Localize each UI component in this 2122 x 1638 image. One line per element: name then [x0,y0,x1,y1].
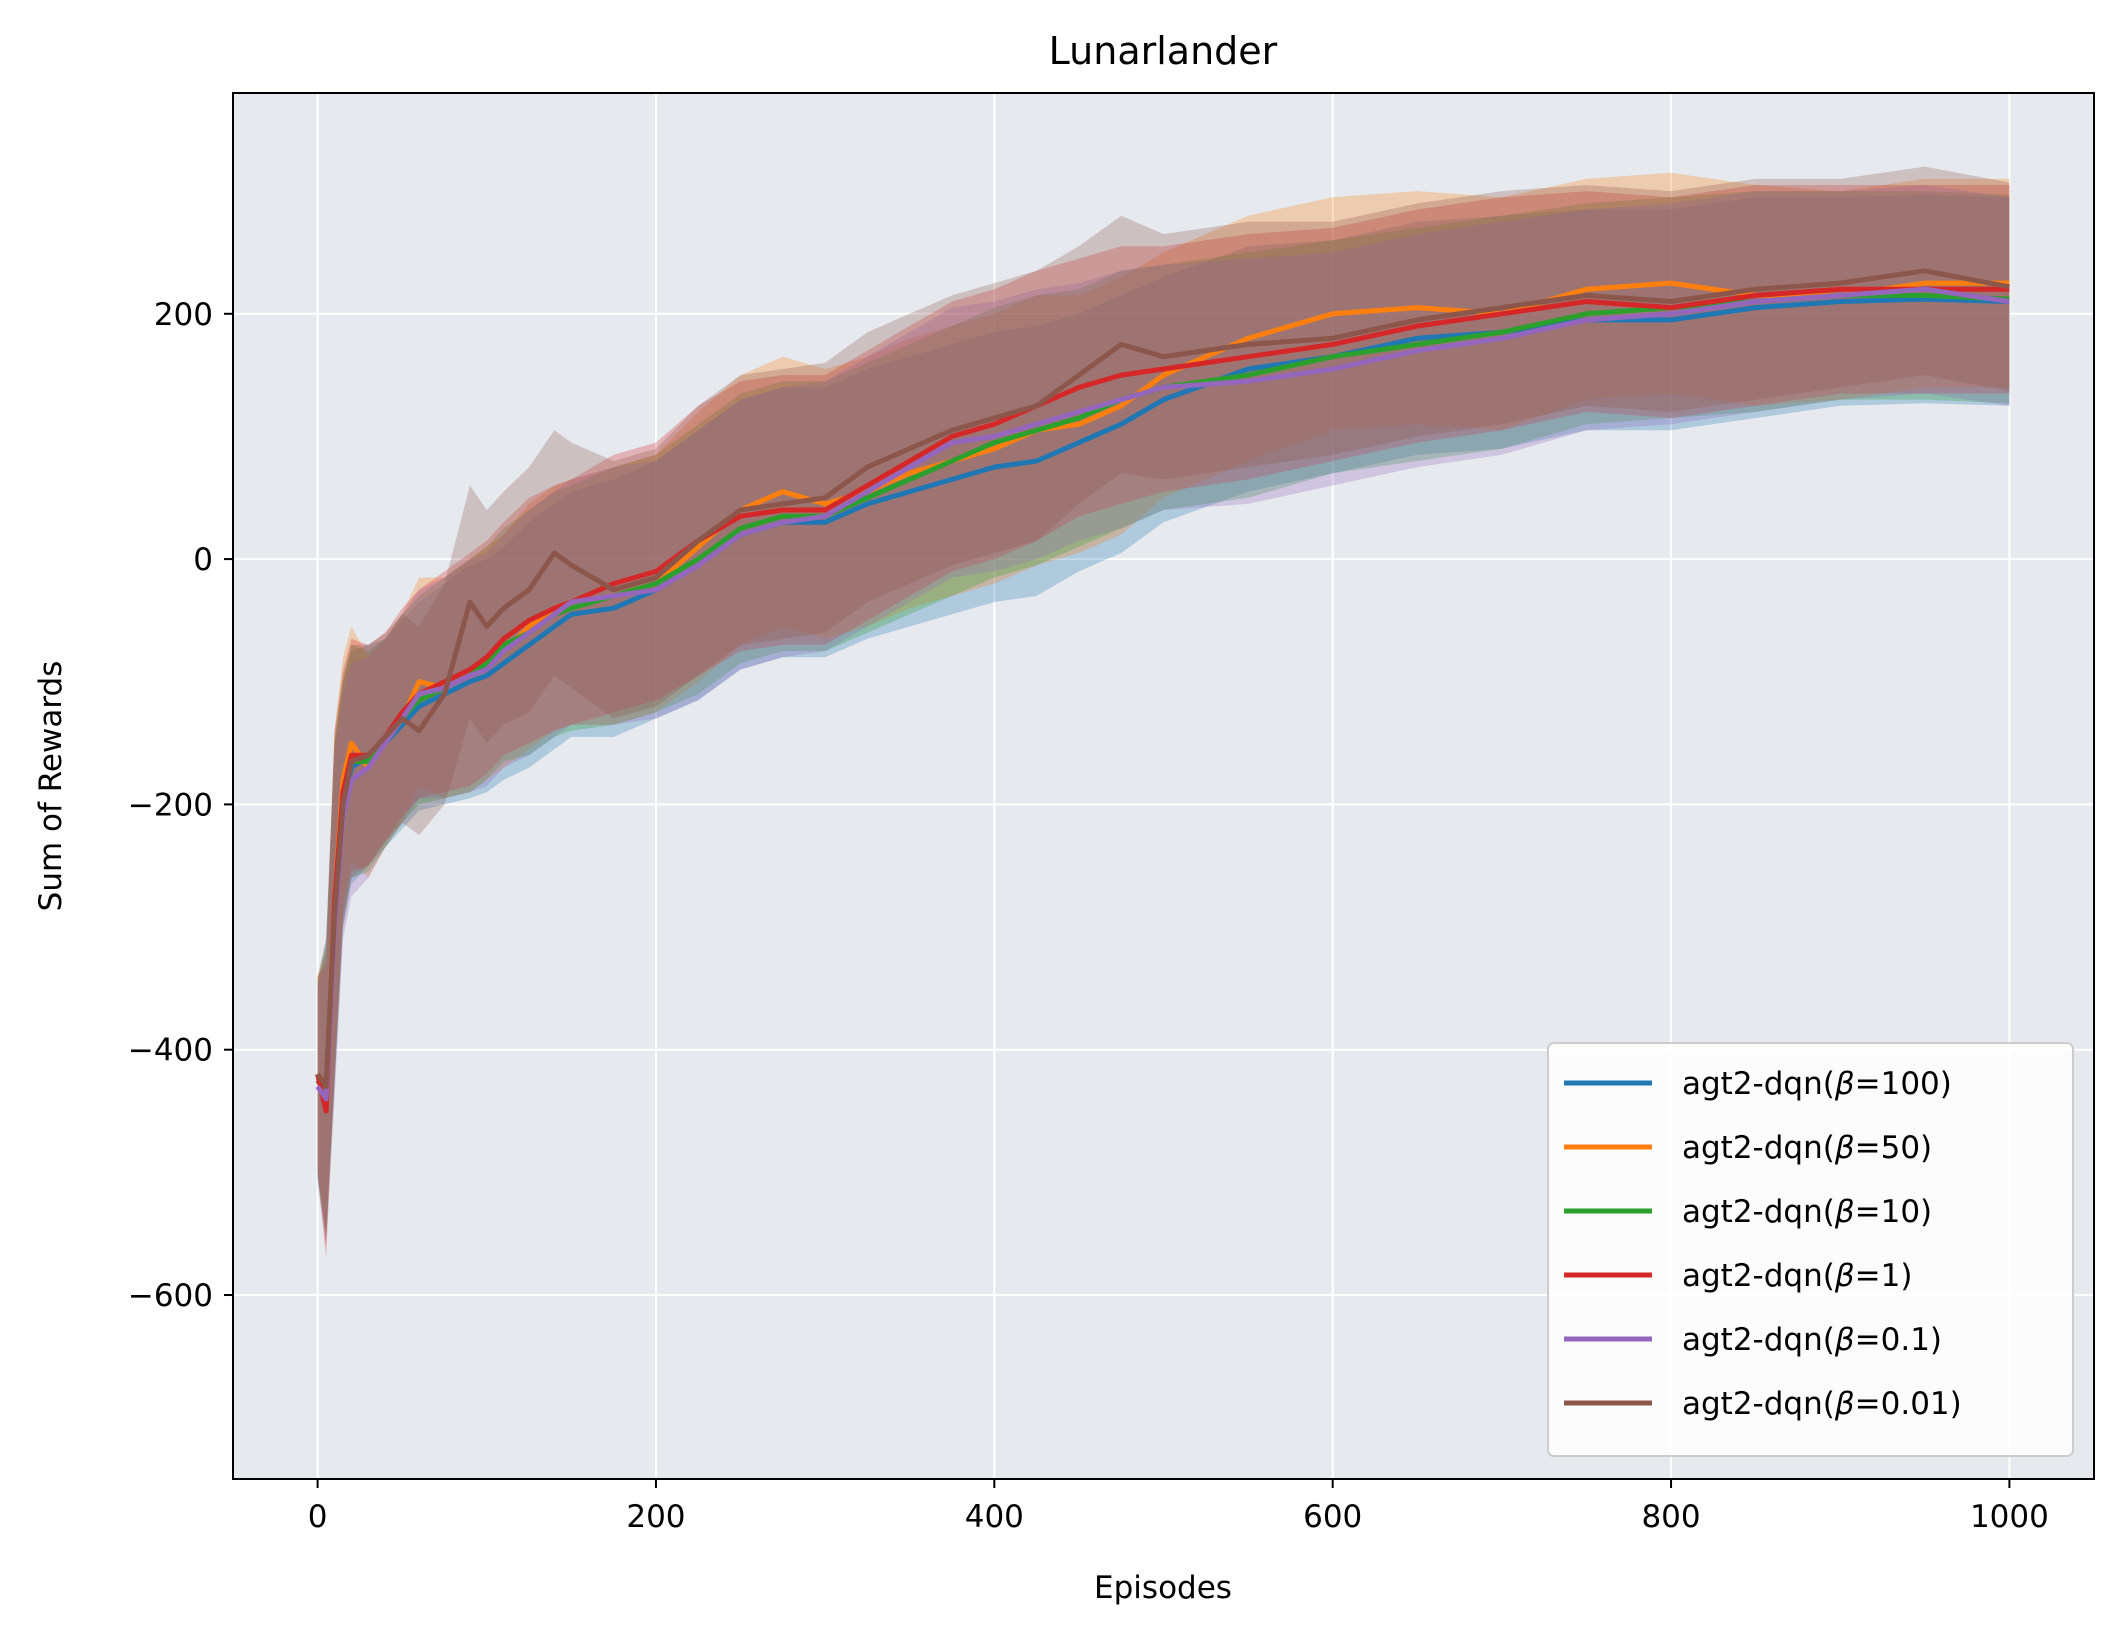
band-5 [317,185,2010,1246]
legend-label: agt2-dqn(β=50) [1682,1130,1932,1166]
legend-label: agt2-dqn(β=10) [1682,1194,1932,1230]
plot-frame [232,92,2095,1480]
series-line-6 [315,268,2010,1089]
legend-label: agt2-dqn(β=1) [1682,1258,1912,1294]
chart-title: Lunarlander [1049,29,1278,73]
x-tick-label: 1000 [1970,1499,2049,1535]
legend-label: agt2-dqn(β=0.1) [1682,1322,1942,1358]
series-lines [315,268,2010,1114]
y-tick-label: 0 [193,542,213,578]
band-1 [317,194,2010,1234]
x-axis-label: Episodes [1094,1570,1232,1606]
y-tick-label: −400 [128,1033,213,1069]
y-tick-label: −200 [128,787,213,823]
x-tick-label: 400 [965,1499,1024,1535]
band-4 [317,185,2010,1259]
band-3 [317,191,2010,1240]
x-tick-label: 200 [626,1499,685,1535]
axis-ticks: 0 200 400 600 800 1000 −600 −400 −200 0 200 [128,297,2049,1535]
x-tick-label: 600 [1303,1499,1362,1535]
legend-box [1547,1042,2074,1457]
x-tick-label: 800 [1641,1499,1700,1535]
y-axis-label: Sum of Rewards [33,661,69,912]
band-2 [317,172,2010,1247]
legend-label: agt2-dqn(β=0.01) [1682,1386,1962,1422]
legend-label: agt2-dqn(β=100) [1682,1066,1952,1102]
y-tick-label: 200 [154,297,213,333]
legend: agt2-dqn(β=100) agt2-dqn(β=50) agt2-dqn(β=… [1547,1042,2074,1457]
y-tick-label: −600 [128,1278,213,1314]
variance-bands [317,166,2010,1259]
band-6 [317,166,2010,1234]
x-tick-label: 0 [308,1499,328,1535]
